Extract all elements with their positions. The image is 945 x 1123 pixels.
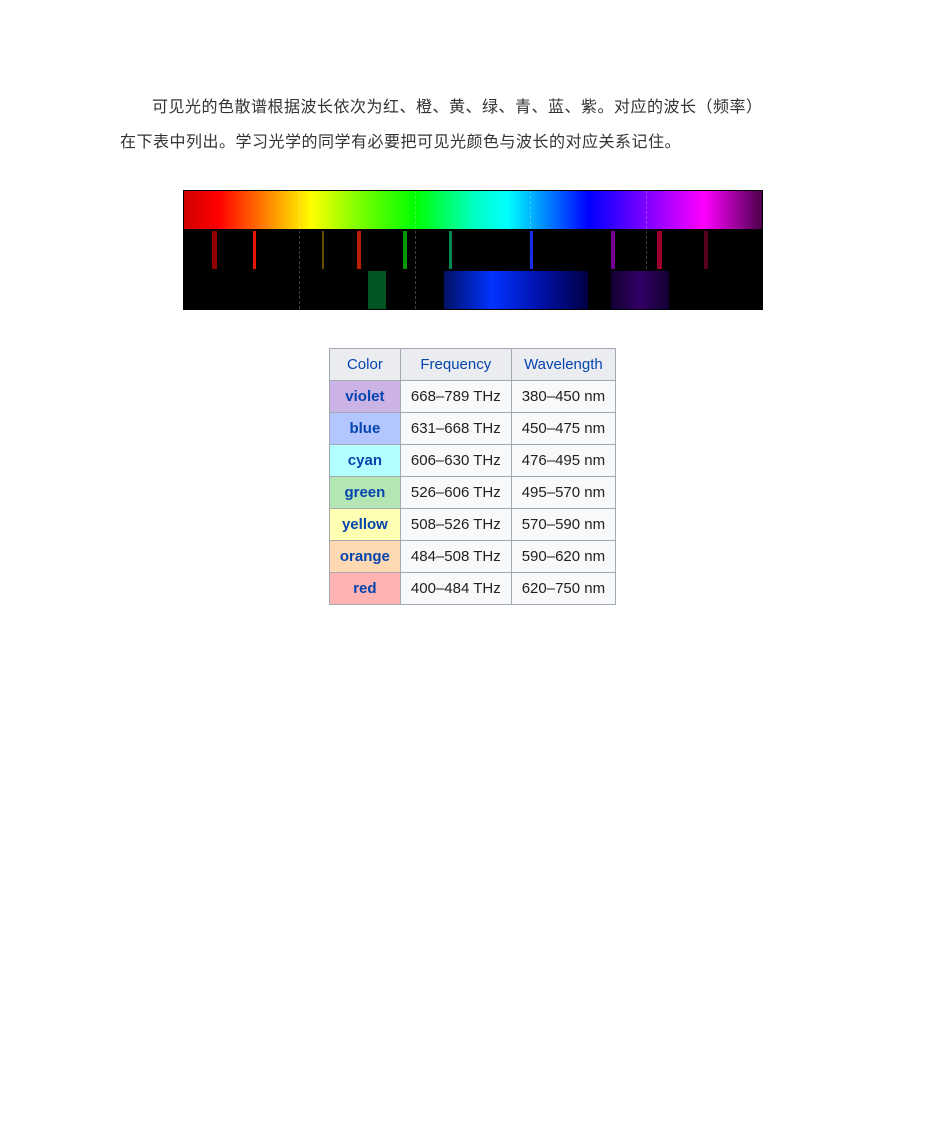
table-row: red400–484 THz620–750 nm [329,573,615,605]
absorption-line [357,231,361,269]
frequency-cell: 400–484 THz [400,573,511,605]
spectrum-tick [415,231,416,269]
spectrum-tick [299,231,300,269]
color-name-cell-blue: blue [329,413,400,445]
spectrum-tick [299,191,300,229]
frequency-cell: 484–508 THz [400,541,511,573]
frequency-cell: 668–789 THz [400,381,511,413]
wavelength-cell: 476–495 nm [511,445,615,477]
continuous-spectrum-band [184,191,762,229]
wavelength-cell: 590–620 nm [511,541,615,573]
col-header-wavelength: Wavelength [511,349,615,381]
color-name-cell-green: green [329,477,400,509]
absorption-line [322,231,324,269]
absorption-line [657,231,662,269]
spectrum-tick [530,191,531,229]
frequency-cell: 526–606 THz [400,477,511,509]
tick-overlay [184,191,762,229]
emission-band [368,271,385,309]
intro-line-1: 可见光的色散谱根据波长依次为红、橙、黄、绿、青、蓝、紫。对应的波长（频率） [120,90,825,125]
absorption-line [530,231,533,269]
col-header-frequency: Frequency [400,349,511,381]
table-row: yellow508–526 THz570–590 nm [329,509,615,541]
absorption-line [611,231,615,269]
table-row: cyan606–630 THz476–495 nm [329,445,615,477]
color-wavelength-table: Color Frequency Wavelength violet668–789… [329,348,616,605]
spectrum-tick [646,191,647,229]
absorption-line [212,231,217,269]
spectrum-tick [415,191,416,229]
emission-band [611,271,669,309]
color-name-cell-cyan: cyan [329,445,400,477]
absorption-line [449,231,452,269]
spectrum-figure [183,190,763,310]
absorption-line [253,231,256,269]
table-row: green526–606 THz495–570 nm [329,477,615,509]
document-page: 可见光的色散谱根据波长依次为红、橙、黄、绿、青、蓝、紫。对应的波长（频率） 在下… [0,0,945,1123]
wavelength-cell: 620–750 nm [511,573,615,605]
intro-line-2: 在下表中列出。学习光学的同学有必要把可见光颜色与波长的对应关系记住。 [120,125,825,160]
intro-paragraph: 可见光的色散谱根据波长依次为红、橙、黄、绿、青、蓝、紫。对应的波长（频率） 在下… [120,90,825,160]
wavelength-cell: 495–570 nm [511,477,615,509]
wavelength-cell: 450–475 nm [511,413,615,445]
spectrum-tick [415,271,416,309]
wavelength-cell: 380–450 nm [511,381,615,413]
spectrum-tick [646,231,647,269]
tick-overlay [184,231,762,269]
table-row: orange484–508 THz590–620 nm [329,541,615,573]
table-header-row: Color Frequency Wavelength [329,349,615,381]
table-row: violet668–789 THz380–450 nm [329,381,615,413]
spectrum-tick [299,271,300,309]
absorption-line [403,231,407,269]
wavelength-cell: 570–590 nm [511,509,615,541]
frequency-cell: 508–526 THz [400,509,511,541]
col-header-color: Color [329,349,400,381]
absorption-spectrum-band [184,231,762,269]
frequency-cell: 606–630 THz [400,445,511,477]
emission-band [444,271,589,309]
color-name-cell-orange: orange [329,541,400,573]
spectrum-container [183,190,763,310]
absorption-line [704,231,708,269]
emission-spectrum-band [184,271,762,309]
color-name-cell-violet: violet [329,381,400,413]
table-row: blue631–668 THz450–475 nm [329,413,615,445]
frequency-cell: 631–668 THz [400,413,511,445]
color-name-cell-red: red [329,573,400,605]
color-name-cell-yellow: yellow [329,509,400,541]
